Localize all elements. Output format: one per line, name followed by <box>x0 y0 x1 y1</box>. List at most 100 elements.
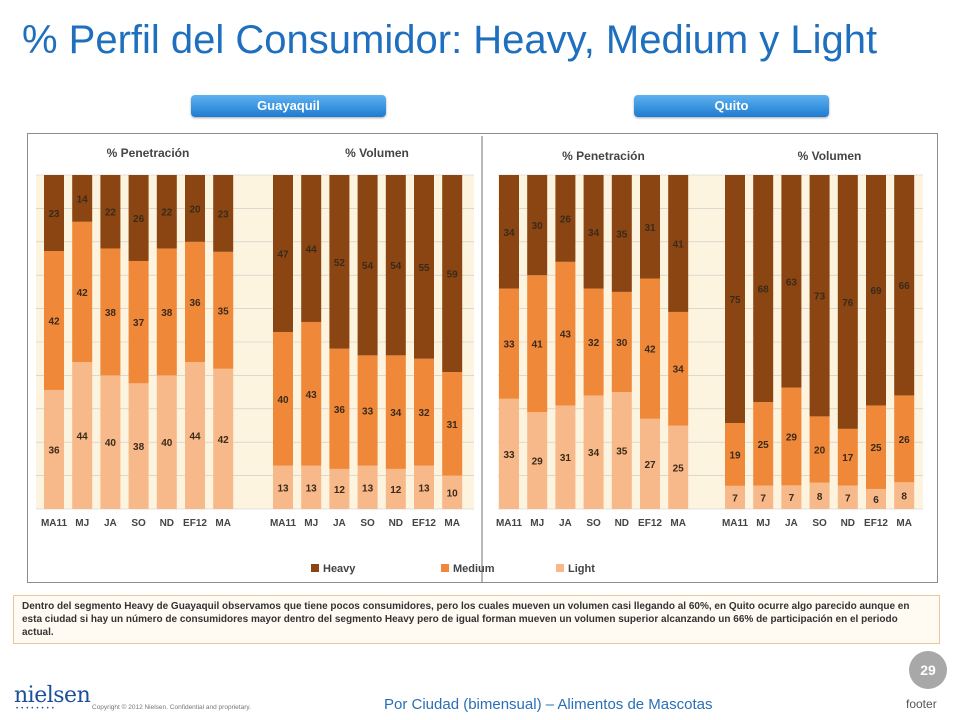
bar-medium <box>809 416 830 483</box>
data-label: 52 <box>334 258 346 269</box>
legend-swatch-light <box>556 564 564 572</box>
data-label: 8 <box>817 492 823 503</box>
data-label: 73 <box>814 292 826 303</box>
bar-light <box>156 375 177 509</box>
bar-medium <box>837 428 858 486</box>
data-label: 42 <box>48 317 60 328</box>
bar-medium <box>499 288 519 399</box>
bar-medium <box>213 251 234 369</box>
data-label: 6 <box>873 495 879 506</box>
data-label: 31 <box>560 453 572 464</box>
bar-light <box>44 389 64 509</box>
footer-subtitle: Por Ciudad (bimensual) – Alimentos de Ma… <box>384 696 713 713</box>
x-tick-label: ND <box>615 518 629 529</box>
bar-heavy <box>555 175 576 262</box>
data-label: 26 <box>560 214 572 225</box>
data-label: 38 <box>161 308 173 319</box>
data-label: 42 <box>218 435 230 446</box>
bar-medium <box>357 355 378 466</box>
bar-light <box>640 418 660 509</box>
data-label: 35 <box>616 229 628 240</box>
data-label: 25 <box>673 463 685 474</box>
bar-medium <box>100 248 121 376</box>
bar-heavy <box>44 175 64 252</box>
data-label: 33 <box>503 340 515 351</box>
data-label: 38 <box>133 442 145 453</box>
data-label: 20 <box>189 204 201 215</box>
bar-medium <box>894 395 915 483</box>
bar-light <box>329 468 350 509</box>
data-label: 7 <box>789 493 795 504</box>
data-label: 43 <box>560 330 572 341</box>
data-label: 59 <box>447 270 459 281</box>
bar-medium <box>611 291 632 393</box>
x-tick-label: MA <box>215 518 231 529</box>
data-label: 34 <box>673 365 685 376</box>
bar-heavy <box>668 175 689 312</box>
bar-heavy <box>213 175 234 252</box>
bar-medium <box>185 241 205 363</box>
x-tick-label: JA <box>333 518 346 529</box>
x-tick-label: MA <box>670 518 686 529</box>
chart-frame: % Penetración % Volumen % Penetración % Vol… <box>27 133 938 583</box>
data-label: 69 <box>870 286 882 297</box>
data-label: 36 <box>189 298 201 309</box>
bar-light <box>583 395 604 509</box>
data-label: 36 <box>334 405 346 416</box>
data-label: 55 <box>418 263 430 274</box>
x-tick-label: SO <box>586 518 601 529</box>
bar-medium <box>555 261 576 406</box>
bar-heavy <box>100 175 121 249</box>
bar-medium <box>156 248 177 376</box>
bar-heavy <box>385 175 406 356</box>
data-label: 34 <box>588 448 600 459</box>
data-label: 31 <box>447 420 459 431</box>
bar-light <box>185 362 205 509</box>
data-label: 33 <box>362 406 374 417</box>
bar-light <box>866 488 886 509</box>
city-button-quito[interactable]: Quito <box>634 95 829 117</box>
data-label: 29 <box>532 457 544 468</box>
data-label: 19 <box>729 450 741 461</box>
bar-heavy <box>781 175 802 388</box>
bar-heavy <box>185 175 205 242</box>
x-tick-label: EF12 <box>183 518 207 529</box>
bar-heavy <box>128 175 149 261</box>
data-label: 14 <box>77 194 89 205</box>
data-label: 29 <box>786 432 798 443</box>
bar-light <box>611 392 632 509</box>
x-tick-label: EF12 <box>864 518 888 529</box>
bar-medium <box>866 405 886 489</box>
data-label: 13 <box>362 483 374 494</box>
bar-light <box>414 465 434 509</box>
city-button-guayaquil[interactable]: Guayaquil <box>191 95 386 117</box>
x-tick-label: MJ <box>304 518 318 529</box>
panel-title: % Volumen <box>798 149 862 163</box>
data-label: 43 <box>306 390 318 401</box>
bar-medium <box>414 358 434 466</box>
bar-heavy <box>640 175 660 279</box>
bar-heavy <box>753 175 774 403</box>
data-label: 27 <box>644 460 656 471</box>
bar-heavy <box>414 175 434 359</box>
data-label: 7 <box>845 493 851 504</box>
bar-heavy <box>611 175 632 292</box>
bar-medium <box>72 221 93 363</box>
bar-heavy <box>809 175 830 417</box>
data-label: 41 <box>673 239 685 250</box>
bar-light <box>668 425 689 509</box>
data-label: 31 <box>644 223 656 234</box>
data-label: 25 <box>870 443 882 454</box>
bar-medium <box>385 355 406 469</box>
x-tick-label: MJ <box>75 518 89 529</box>
data-label: 38 <box>105 308 117 319</box>
data-label: 54 <box>390 261 402 272</box>
bar-light <box>100 375 121 509</box>
data-label: 12 <box>334 485 346 496</box>
bar-medium <box>668 311 689 426</box>
data-label: 66 <box>899 281 911 292</box>
bar-medium <box>442 372 463 476</box>
data-label: 40 <box>161 438 173 449</box>
bar-heavy <box>156 175 177 249</box>
x-tick-label: SO <box>812 518 827 529</box>
